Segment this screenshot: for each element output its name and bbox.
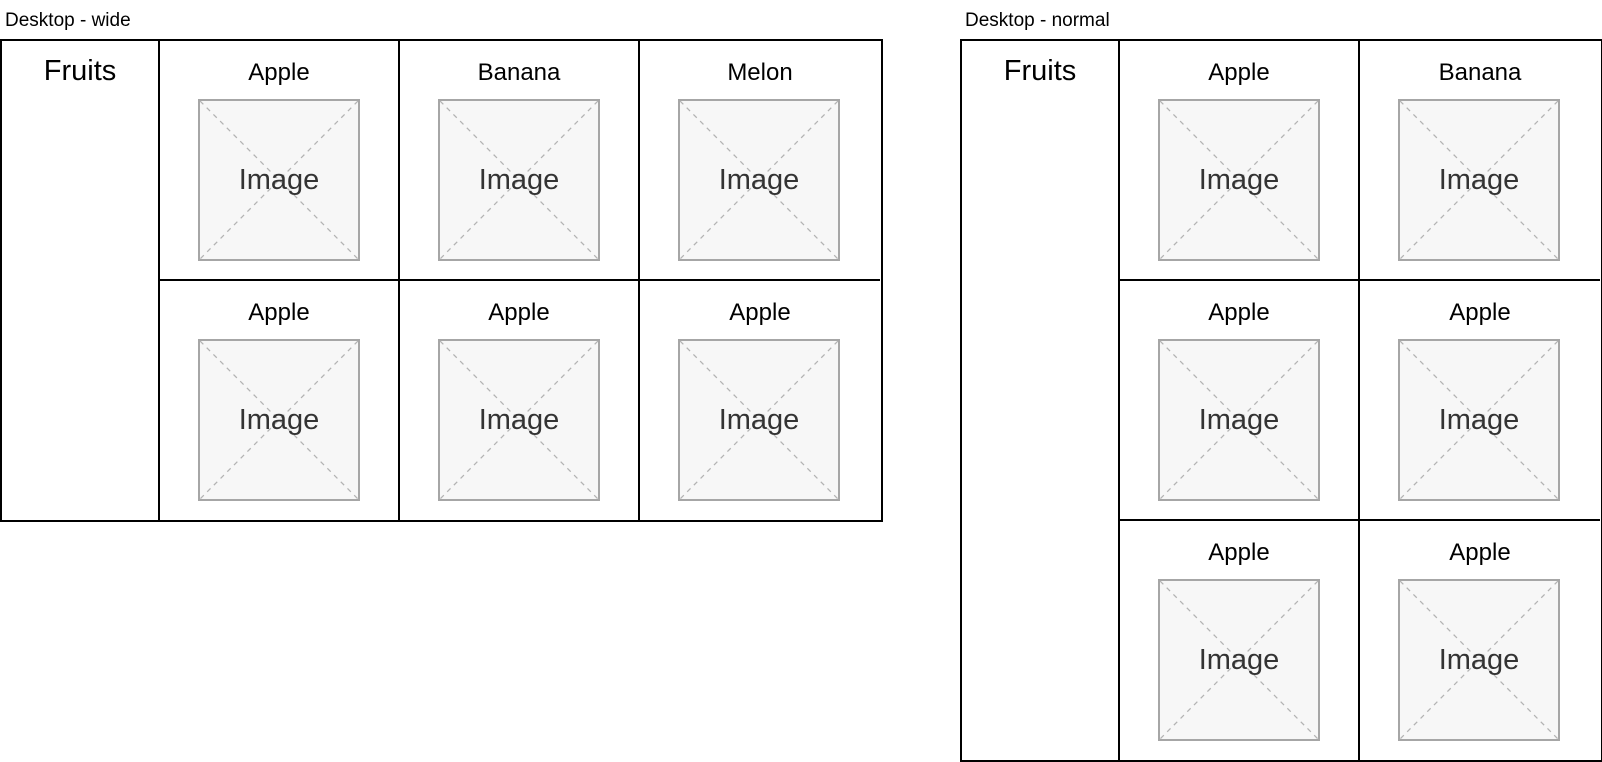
desktop-wide-frame: Fruits Apple Image Banana Image Melon Image Ap…	[0, 39, 883, 522]
image-placeholder-icon: Image	[1398, 99, 1560, 261]
image-placeholder-icon: Image	[198, 339, 360, 501]
image-placeholder-label: Image	[1198, 163, 1280, 196]
fruit-card: Apple Image	[640, 281, 880, 521]
frame-label-normal: Desktop - normal	[965, 10, 1110, 31]
section-title-cell: Fruits	[962, 41, 1120, 760]
section-title: Fruits	[43, 55, 117, 87]
image-placeholder-icon: Image	[438, 339, 600, 501]
fruit-card-title: Banana	[1438, 59, 1522, 86]
image-placeholder-label: Image	[718, 163, 800, 196]
image-placeholder-label: Image	[1198, 403, 1280, 436]
image-placeholder-label: Image	[478, 163, 560, 196]
fruit-card: Apple Image	[160, 41, 400, 281]
image-placeholder-icon: Image	[678, 339, 840, 501]
image-placeholder-icon: Image	[198, 99, 360, 261]
fruit-card: Apple Image	[1120, 281, 1360, 521]
image-placeholder-label: Image	[1438, 643, 1520, 676]
fruit-card-title: Apple	[248, 299, 310, 326]
image-placeholder-label: Image	[238, 163, 320, 196]
image-placeholder-icon: Image	[1398, 579, 1560, 741]
fruit-card-title: Apple	[1208, 299, 1270, 326]
fruit-card-title: Apple	[1208, 59, 1270, 86]
section-title: Fruits	[1003, 55, 1077, 87]
image-placeholder-icon: Image	[438, 99, 600, 261]
image-placeholder-icon: Image	[678, 99, 840, 261]
image-placeholder-label: Image	[1438, 163, 1520, 196]
image-placeholder-icon: Image	[1158, 99, 1320, 261]
image-placeholder-label: Image	[1438, 403, 1520, 436]
fruit-card: Apple Image	[1360, 281, 1600, 521]
fruit-card-title: Banana	[477, 59, 561, 86]
fruit-card: Banana Image	[400, 41, 640, 281]
fruit-grid: Apple Image Banana Image Apple Image Apple Imag…	[1120, 41, 1600, 761]
fruit-card: Apple Image	[1360, 521, 1600, 761]
fruit-card: Apple Image	[1120, 41, 1360, 281]
fruit-card-title: Apple	[1208, 539, 1270, 566]
fruit-card: Melon Image	[640, 41, 880, 281]
fruit-card: Apple Image	[160, 281, 400, 521]
desktop-normal-frame: Fruits Apple Image Banana Image Apple Image Ap…	[960, 39, 1602, 762]
fruit-card-title: Apple	[248, 59, 310, 86]
fruit-card: Apple Image	[400, 281, 640, 521]
fruit-card-title: Apple	[1449, 299, 1511, 326]
fruit-card: Banana Image	[1360, 41, 1600, 281]
image-placeholder-label: Image	[718, 403, 800, 436]
fruit-grid: Apple Image Banana Image Melon Image Apple Imag…	[160, 41, 880, 521]
image-placeholder-label: Image	[238, 403, 320, 436]
fruit-card-title: Apple	[1449, 539, 1511, 566]
image-placeholder-icon: Image	[1398, 339, 1560, 501]
frame-label-wide: Desktop - wide	[5, 10, 131, 31]
fruit-card-title: Apple	[729, 299, 791, 326]
image-placeholder-label: Image	[1198, 643, 1280, 676]
image-placeholder-icon: Image	[1158, 339, 1320, 501]
fruit-card: Apple Image	[1120, 521, 1360, 761]
section-title-cell: Fruits	[2, 41, 160, 520]
fruit-card-title: Melon	[727, 59, 793, 86]
image-placeholder-label: Image	[478, 403, 560, 436]
image-placeholder-icon: Image	[1158, 579, 1320, 741]
fruit-card-title: Apple	[488, 299, 550, 326]
